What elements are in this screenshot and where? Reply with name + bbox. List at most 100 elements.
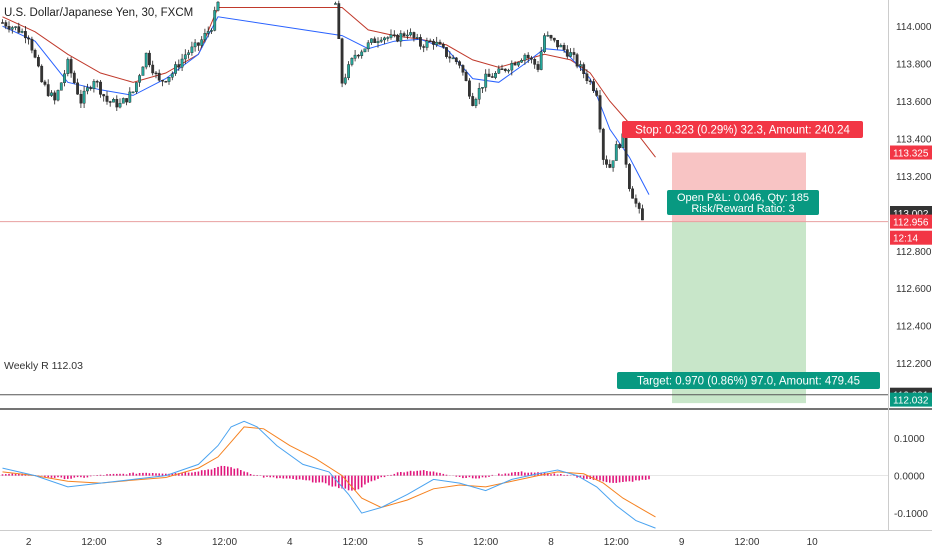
macd-tick-label: 0.0000 [894, 472, 925, 483]
candle-body [406, 34, 409, 37]
time-tick-label: 8 [548, 537, 554, 548]
time-tick-label: 12:00 [473, 537, 498, 548]
time-tick-label: 12:00 [343, 537, 368, 548]
candle-body [448, 56, 452, 59]
candle-body [190, 46, 194, 53]
candle-body [4, 22, 8, 27]
macd-axis[interactable]: 0.1000 0.0000 -0.1000 [894, 434, 928, 520]
candle-body [128, 91, 132, 103]
candle-body [164, 81, 168, 83]
candle-body [562, 45, 566, 50]
candle-body [575, 54, 579, 67]
candle-body [438, 41, 442, 45]
price-tick-label: 113.800 [896, 60, 932, 71]
candle-body [360, 51, 364, 57]
candle-body [376, 41, 380, 44]
candle-body [569, 52, 573, 57]
candle-body [419, 37, 422, 47]
candle-body [193, 42, 197, 48]
candle-body [10, 27, 14, 30]
candle-body [92, 81, 96, 89]
price-tag-label: 113.325 [893, 149, 929, 160]
candle-body [530, 57, 533, 60]
candle-body [601, 128, 605, 160]
candle-body [17, 26, 21, 33]
candle-body [43, 81, 47, 85]
time-tick-label: 12:00 [212, 537, 237, 548]
candle-body [334, 3, 337, 5]
candle-body [33, 50, 37, 58]
price-tag-label: 113.002 [893, 209, 929, 220]
price-tag-box [890, 214, 932, 229]
candle-body [213, 10, 217, 31]
candle-body [46, 84, 50, 96]
reference-lines [0, 221, 888, 396]
candle-body [187, 52, 190, 55]
candle-body [85, 87, 89, 92]
candle-body [350, 58, 354, 65]
stop-label-group[interactable]: Stop: 0.323 (0.29%) 32.3, Amount: 240.24 [622, 121, 863, 138]
price-axis[interactable]: 114.000 113.800 113.600 113.400 113.200 112.8… [896, 22, 932, 370]
candle-body [200, 39, 204, 46]
candle-body [614, 144, 618, 161]
candle-body [461, 65, 465, 73]
macd-pane-bg[interactable] [0, 410, 888, 530]
candle-body [631, 188, 635, 199]
time-tick-label: 4 [287, 537, 293, 548]
candle-body [56, 90, 60, 101]
price-tag-label: 112.032 [893, 396, 929, 407]
candle-body [588, 80, 592, 83]
candle-body [343, 77, 347, 84]
candle-body [363, 48, 367, 53]
candle-body [203, 33, 207, 40]
candle-body [552, 37, 556, 41]
candle-body [500, 68, 504, 71]
candle-body [572, 52, 576, 55]
time-tick-label: 12:00 [81, 537, 106, 548]
candle-body [507, 69, 510, 72]
candle-body [585, 73, 589, 82]
candle-body [72, 72, 76, 84]
candle-body [399, 33, 403, 42]
candle-body [474, 99, 478, 106]
candle-body [543, 35, 546, 52]
candle-body [441, 44, 445, 48]
candle-body [161, 80, 164, 82]
candle-body [513, 63, 517, 66]
candle-body [608, 164, 612, 168]
candle-body [595, 90, 599, 96]
weekly-level-label: Weekly R 112.03 [4, 360, 83, 372]
candle-body [7, 26, 11, 30]
candle-body [121, 98, 125, 104]
candle-body [177, 64, 181, 68]
time-tick-label: 2 [26, 537, 32, 548]
candle-body [27, 37, 30, 40]
candle-body [628, 164, 631, 189]
candle-body [366, 42, 370, 50]
candle-body [20, 31, 24, 33]
macd-tick-label: -0.1000 [894, 509, 928, 520]
time-tick-label: 5 [418, 537, 424, 548]
price-tag-label: 12:14 [893, 234, 918, 245]
candle-body [134, 82, 138, 93]
candle-body [370, 38, 373, 43]
candle-body [53, 92, 57, 101]
target-label-group[interactable]: Target: 0.970 (0.86%) 97.0, Amount: 479.… [617, 372, 880, 389]
candle-body [79, 93, 83, 104]
pnl-label-group[interactable]: Open P&L: 0.046, Qty: 185 Risk/Reward Ra… [667, 190, 819, 215]
candle-body [490, 76, 494, 78]
price-tick-label: 112.400 [896, 322, 932, 333]
candle-body [510, 63, 514, 71]
price-tag-label: 112.956 [893, 218, 929, 229]
time-tick-label: 12:00 [604, 537, 629, 548]
candle-body [118, 103, 122, 108]
candle-body [69, 59, 73, 74]
candle-body [432, 40, 435, 45]
time-axis[interactable]: 2 12:00 3 12:00 4 12:00 5 12:00 8 12:00 9 12:00 10 [26, 537, 818, 548]
candle-body [131, 91, 135, 94]
candle-body [386, 37, 390, 39]
candle-body [141, 66, 145, 76]
time-tick-label: 12:00 [734, 537, 759, 548]
